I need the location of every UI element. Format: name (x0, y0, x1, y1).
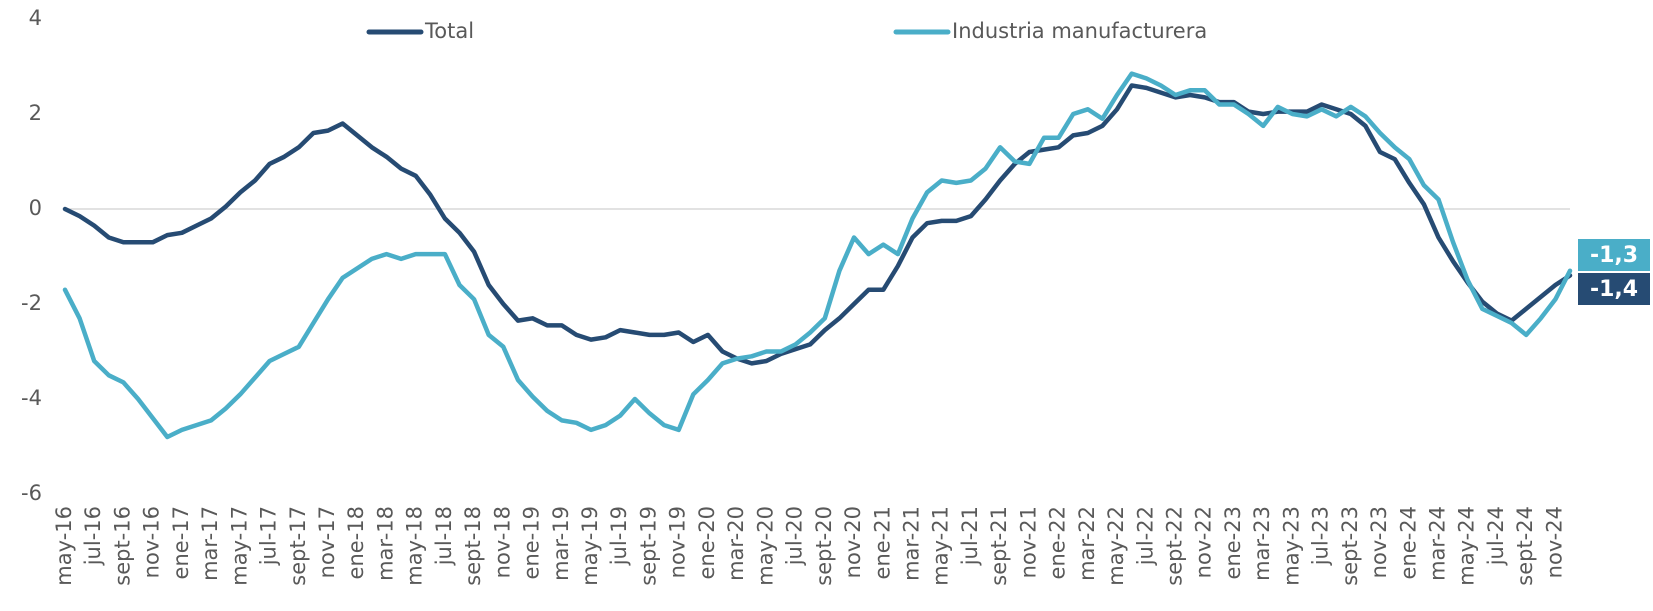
x-tick-label: sept-17 (286, 506, 310, 586)
x-tick-label: may-24 (1455, 506, 1479, 586)
x-tick-label: may-16 (52, 506, 76, 586)
x-tick-label: may-23 (1279, 506, 1303, 586)
x-tick-label: mar-23 (1250, 506, 1274, 581)
x-tick-label: ene-24 (1396, 506, 1420, 579)
x-tick-label: ene-17 (169, 506, 193, 579)
x-tick-label: may-18 (403, 506, 427, 586)
x-tick-label: may-22 (1104, 506, 1128, 586)
x-tick-label: sept-21 (987, 506, 1011, 586)
x-tick-label: nov-18 (490, 506, 514, 578)
x-tick-label: nov-20 (841, 506, 865, 578)
x-tick-label: ene-22 (1046, 506, 1070, 579)
x-tick-label: sept-19 (636, 506, 660, 586)
x-tick-label: sept-18 (461, 506, 485, 586)
x-tick-label: nov-16 (140, 506, 164, 578)
legend-label: Total (424, 19, 474, 43)
x-tick-label: mar-17 (198, 506, 222, 581)
x-tick-label: mar-24 (1425, 506, 1449, 581)
y-tick-label: -2 (21, 291, 42, 315)
x-tick-label: jul-23 (1309, 506, 1333, 566)
x-tick-label: jul-21 (958, 506, 982, 566)
y-tick-label: -4 (21, 386, 42, 410)
x-tick-label: mar-20 (724, 506, 748, 581)
x-tick-label: ene-21 (870, 506, 894, 579)
x-tick-label: sept-24 (1513, 506, 1537, 586)
x-tick-label: ene-20 (695, 506, 719, 579)
x-tick-label: ene-19 (520, 506, 544, 579)
x-tick-label: jul-18 (432, 506, 456, 566)
x-tick-label: jul-22 (1133, 506, 1157, 566)
x-tick-label: mar-21 (899, 506, 923, 581)
x-tick-label: mar-19 (549, 506, 573, 581)
x-tick-label: jul-19 (607, 506, 631, 566)
x-tick-label: jul-20 (783, 506, 807, 566)
x-tick-label: nov-23 (1367, 506, 1391, 578)
value-label-box (1578, 273, 1650, 305)
x-tick-label: ene-18 (344, 506, 368, 579)
x-tick-label: sept-22 (1162, 506, 1186, 586)
series-line (62, 83, 1573, 366)
x-tick-label: may-17 (227, 506, 251, 586)
value-label-box (1578, 239, 1650, 271)
series-line (62, 71, 1573, 440)
x-tick-label: may-19 (578, 506, 602, 586)
legend-label: Industria manufacturera (952, 19, 1207, 43)
x-tick-label: sept-16 (110, 506, 134, 586)
x-tick-label: ene-23 (1221, 506, 1245, 579)
x-tick-label: jul-17 (257, 506, 281, 566)
x-tick-label: nov-24 (1542, 506, 1566, 578)
x-tick-label: mar-22 (1075, 506, 1099, 581)
x-tick-label: nov-19 (666, 506, 690, 578)
x-tick-label: may-20 (753, 506, 777, 586)
x-tick-label: nov-21 (1016, 506, 1040, 578)
y-tick-label: 0 (29, 196, 42, 220)
x-tick-label: nov-17 (315, 506, 339, 578)
y-tick-label: -6 (21, 481, 42, 505)
y-tick-label: 2 (29, 101, 42, 125)
y-tick-label: 4 (29, 6, 42, 30)
x-tick-label: jul-24 (1484, 506, 1508, 566)
value-label: -1,4 (1590, 277, 1638, 302)
x-tick-label: mar-18 (373, 506, 397, 581)
x-tick-label: nov-22 (1192, 506, 1216, 578)
value-label: -1,3 (1590, 243, 1638, 268)
x-tick-label: may-21 (929, 506, 953, 586)
x-tick-label: sept-23 (1338, 506, 1362, 586)
x-tick-label: jul-16 (81, 506, 105, 566)
x-tick-label: sept-20 (812, 506, 836, 586)
